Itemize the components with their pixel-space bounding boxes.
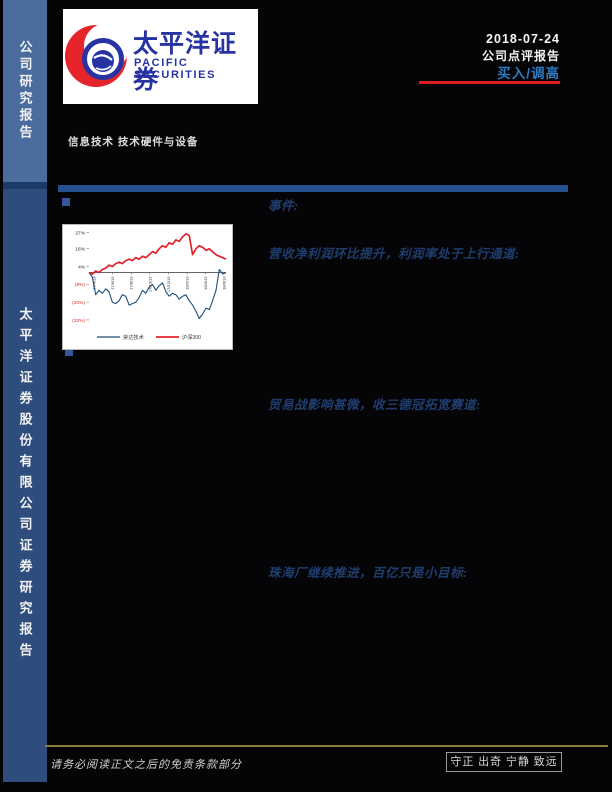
svg-text:17/6/13: 17/6/13 <box>110 276 115 290</box>
svg-text:17/8/13: 17/8/13 <box>129 276 134 290</box>
svg-text:17/4/13: 17/4/13 <box>92 276 97 290</box>
sidebar-divider <box>3 182 47 189</box>
rating-badge: 买入/调高 <box>497 66 560 81</box>
sidebar-bottom-label: 太平洋证券股份有限公司证券研究报告 <box>17 307 33 664</box>
sidebar-top-label: 公司研究报告 <box>17 40 33 142</box>
pacific-logo-icon <box>65 23 130 87</box>
svg-text:沪深300: 沪深300 <box>182 333 201 341</box>
svg-text:16%: 16% <box>75 247 85 253</box>
logo-chinese-name: 太平洋证券 <box>133 30 238 94</box>
pacific-securities-logo <box>63 9 258 104</box>
sidebar-pacific-research: 太平洋证券股份有限公司证券研究报告 <box>3 189 47 782</box>
svg-text:崇达技术: 崇达技术 <box>123 333 144 341</box>
footer-motto: 守正 出奇 宁静 致远 <box>446 752 562 772</box>
sector-line: 信息技术 技术硬件与设备 <box>68 136 199 148</box>
logo-english-name: PACIFIC SECURITIES <box>134 57 217 81</box>
svg-text:27%: 27% <box>75 230 85 236</box>
stock-performance-chart: 27% 16% 4% (8%) (20%) (32%) 17/4/13 17/6/13 17/8… <box>62 224 233 350</box>
heading-zhuhai: 珠海厂继续推进，百亿只是小目标: <box>268 566 468 580</box>
footer-disclaimer: 请务必阅读正文之后的免责条款部分 <box>50 759 242 771</box>
svg-text:(20%): (20%) <box>72 300 85 306</box>
svg-text:(8%): (8%) <box>75 282 86 288</box>
heading-event: 事件: <box>268 199 299 213</box>
report-header: 2018-07-24 公司点评报告 买入/调高 <box>482 31 560 82</box>
content-divider-bar <box>58 185 568 192</box>
sidebar-company-research: 公司研究报告 <box>3 0 47 182</box>
svg-text:18/2/13: 18/2/13 <box>185 276 190 290</box>
svg-text:18/6/13: 18/6/13 <box>222 276 227 290</box>
svg-text:17/12/13: 17/12/13 <box>166 276 171 292</box>
bullet-square-icon <box>62 198 70 206</box>
svg-text:(32%): (32%) <box>72 318 85 324</box>
report-date: 2018-07-24 <box>486 32 560 46</box>
footer-rule <box>45 745 608 747</box>
bullet-square-icon <box>65 348 73 356</box>
heading-tradewar: 贸易战影响甚微，收三德冠拓宽赛道: <box>268 398 481 412</box>
svg-text:18/4/13: 18/4/13 <box>203 276 208 290</box>
report-type: 公司点评报告 <box>481 49 560 63</box>
svg-text:17/10/13: 17/10/13 <box>147 276 152 292</box>
perf-chart-svg: 27% 16% 4% (8%) (20%) (32%) 17/4/13 17/6/13 17/8… <box>72 230 227 341</box>
heading-revenue: 营收净利润环比提升，利润率处于上行通道: <box>268 247 520 261</box>
rating-underline <box>419 81 560 84</box>
svg-text:4%: 4% <box>78 264 86 270</box>
